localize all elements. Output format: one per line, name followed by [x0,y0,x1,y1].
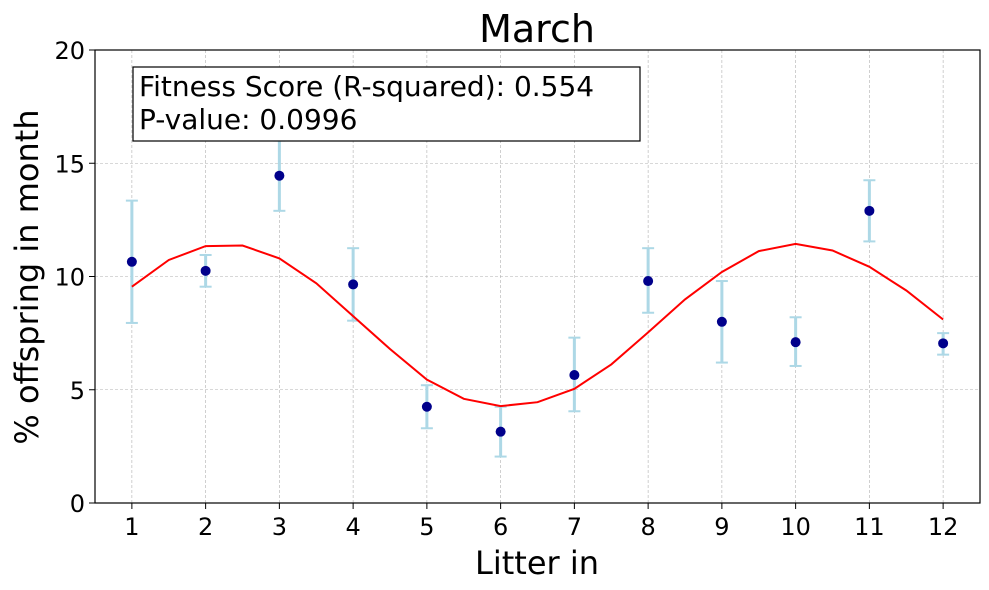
data-point [495,426,506,437]
x-tick-label: 12 [928,513,959,541]
fit-curve [131,242,944,408]
data-point [716,316,727,327]
y-tick-label: 10 [54,264,85,292]
y-tick-label: 15 [54,150,85,178]
data-point [569,370,580,381]
data-point [938,338,949,349]
fitness-score-text: Fitness Score (R-squared): 0.554 [139,70,594,103]
x-tick-label: 4 [345,513,360,541]
data-point [126,256,137,267]
x-tick-label: 2 [198,513,213,541]
x-axis-ticks: 1 2 3 4 5 6 7 8 9 10 11 12 [124,503,958,541]
x-tick-label: 11 [854,513,885,541]
annotation-frame [132,66,641,142]
x-tick-label: 3 [272,513,287,541]
x-axis-label: Litter in [475,544,599,582]
x-tick-label: 1 [124,513,139,541]
y-axis-ticks: 0 5 10 15 20 [54,37,95,518]
data-point [274,170,285,181]
x-tick-label: 6 [493,513,508,541]
p-value-text: P-value: 0.0996 [139,103,357,136]
x-tick-label: 5 [419,513,434,541]
annotation-box: Fitness Score (R-squared): 0.554 P-value… [132,66,641,142]
y-tick-label: 20 [54,37,85,65]
data-point [790,337,801,348]
x-tick-label: 8 [640,513,655,541]
chart-title: March [479,7,595,51]
x-tick-label: 7 [567,513,582,541]
x-tick-label: 10 [780,513,811,541]
data-point [200,265,211,276]
data-point [643,276,654,287]
data-point [864,205,875,216]
y-tick-label: 5 [70,377,85,405]
y-axis-label: % offspring in month [8,109,46,444]
error-bars [125,139,950,458]
x-tick-label: 9 [714,513,729,541]
data-point [348,279,359,290]
data-point [421,401,432,412]
y-tick-label: 0 [70,490,85,518]
data-points [126,170,949,437]
